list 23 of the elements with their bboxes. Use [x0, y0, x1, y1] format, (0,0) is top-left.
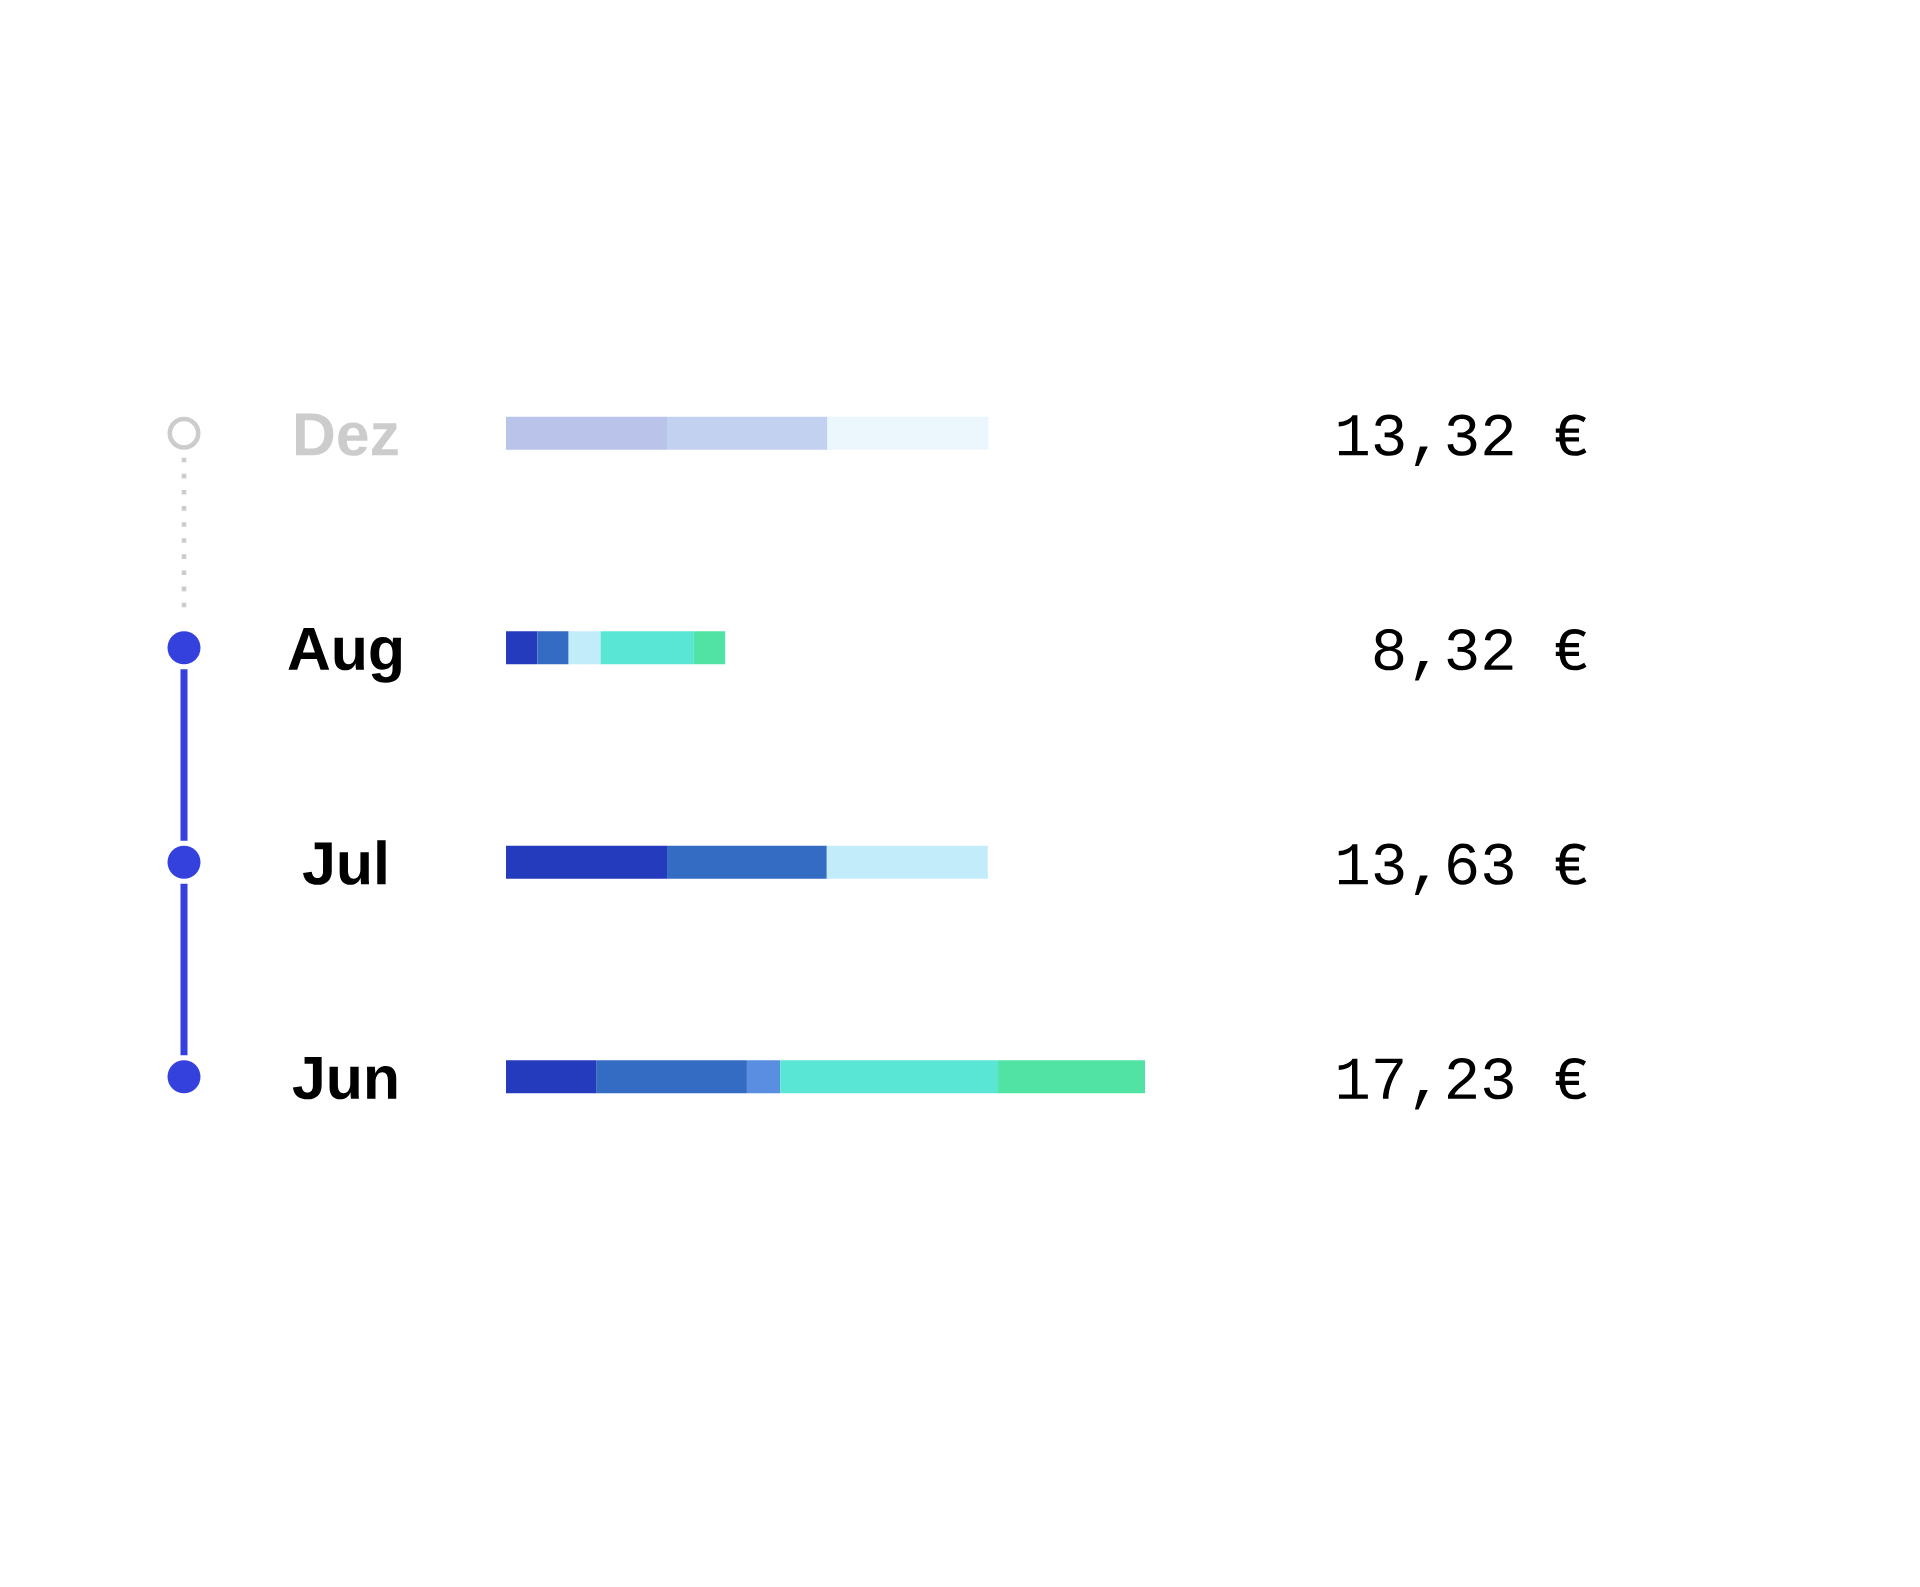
text: 17,23 € — [1338, 1058, 1587, 1110]
bar — [537, 631, 569, 665]
bar — [827, 416, 989, 450]
bar — [506, 1060, 597, 1094]
bar — [506, 416, 668, 450]
bar — [600, 631, 694, 665]
y-tick-label: Aug — [288, 627, 402, 683]
bar — [693, 631, 726, 665]
text: 8,32 € — [1374, 629, 1587, 681]
bar — [596, 1060, 747, 1094]
bar — [506, 845, 668, 879]
bar — [667, 845, 827, 879]
bar — [506, 631, 538, 665]
y-tick-label: Jul — [303, 840, 386, 885]
bar — [667, 416, 828, 450]
bar — [746, 1060, 781, 1094]
bar — [780, 1060, 999, 1094]
bar — [568, 631, 601, 665]
bar — [998, 1060, 1146, 1094]
text: 13,32 € — [1338, 414, 1587, 467]
y-tick-label: Jun — [292, 1056, 397, 1100]
text: 13,63 € — [1338, 843, 1587, 896]
bar — [826, 845, 988, 879]
